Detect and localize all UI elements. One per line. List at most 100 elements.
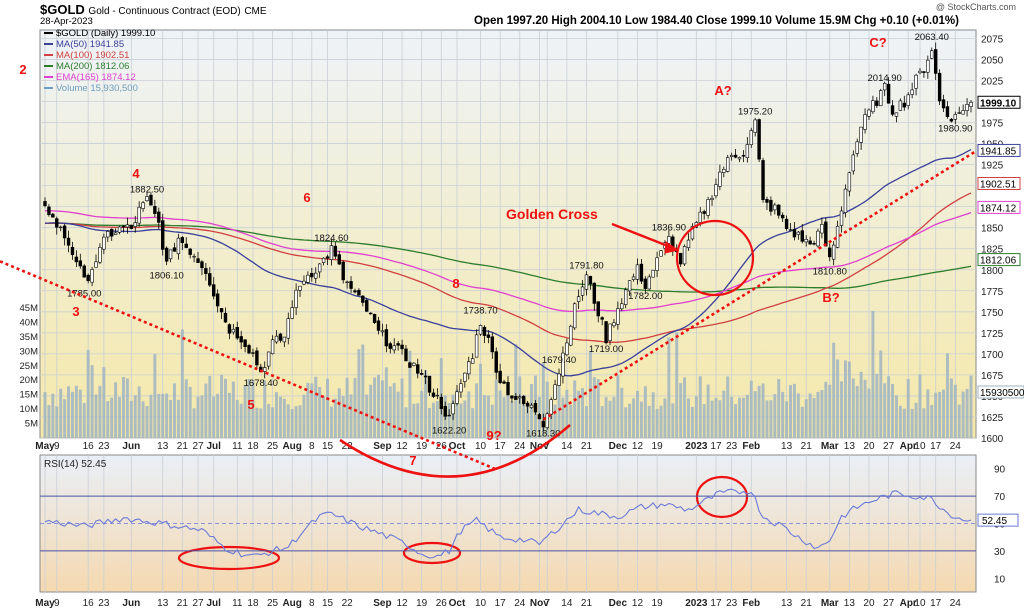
volume-bar bbox=[769, 400, 773, 438]
volume-bar bbox=[412, 403, 416, 438]
candle-body bbox=[902, 102, 906, 108]
candle-body bbox=[251, 352, 255, 354]
x-tick-label: Jul bbox=[206, 598, 221, 609]
price-tick-label: 1625 bbox=[981, 413, 1004, 424]
volume-bar bbox=[271, 407, 275, 438]
candle-body bbox=[737, 157, 742, 160]
price-tick-label: 1925 bbox=[981, 161, 1004, 172]
volume-bar bbox=[90, 365, 94, 438]
x-tick-label: May bbox=[35, 441, 55, 452]
x-tick-label: 26 bbox=[436, 441, 448, 452]
volume-bar bbox=[431, 402, 435, 438]
volume-bar bbox=[298, 405, 302, 438]
candle-body bbox=[278, 333, 283, 341]
volume-bar bbox=[455, 389, 459, 438]
wave-label: 7 bbox=[409, 453, 416, 468]
x-tick-label: 25 bbox=[267, 441, 279, 452]
volume-bar bbox=[910, 408, 914, 438]
volume-bar bbox=[883, 383, 887, 438]
volume-bar bbox=[569, 404, 573, 438]
candle-body bbox=[741, 155, 746, 157]
candle-body bbox=[412, 362, 416, 366]
volume-bar bbox=[643, 386, 647, 438]
candle-body bbox=[486, 334, 491, 338]
candle-body bbox=[392, 345, 396, 351]
candle-body bbox=[545, 413, 549, 429]
volume-bar bbox=[388, 386, 392, 438]
volume-bar bbox=[361, 344, 365, 438]
candle-body bbox=[145, 196, 149, 202]
volume-bar bbox=[118, 396, 122, 438]
volume-bar bbox=[153, 354, 157, 438]
volume-bar bbox=[808, 393, 812, 438]
volume-bar bbox=[702, 404, 706, 438]
volume-bar bbox=[565, 389, 569, 438]
candle-body bbox=[604, 321, 608, 344]
x-tick-label: 17 bbox=[495, 598, 507, 609]
candle-body bbox=[698, 211, 702, 223]
volume-bar bbox=[180, 329, 184, 438]
volume-bar bbox=[145, 405, 149, 438]
volume-bar bbox=[310, 383, 314, 438]
volume-bar bbox=[651, 392, 655, 438]
candle-body bbox=[380, 330, 385, 333]
volume-bar bbox=[620, 387, 624, 438]
wave-label: 6 bbox=[303, 190, 310, 205]
volume-bar bbox=[318, 386, 322, 438]
candle-body bbox=[690, 226, 695, 240]
price-tick-label: 1750 bbox=[981, 308, 1004, 319]
volume-bar bbox=[898, 405, 902, 438]
x-tick-label: 10 bbox=[475, 441, 487, 452]
candle-body bbox=[627, 280, 632, 292]
candle-body bbox=[161, 220, 165, 250]
candle-body bbox=[769, 199, 773, 212]
volume-bar bbox=[420, 390, 424, 438]
rsi-value-tag-box bbox=[977, 513, 1019, 527]
volume-bar bbox=[777, 379, 781, 438]
volume-bar bbox=[231, 381, 235, 438]
volume-bar bbox=[671, 403, 675, 438]
volume-tick-label: 10M bbox=[20, 404, 39, 415]
volume-bar bbox=[341, 396, 345, 438]
candle-body bbox=[172, 247, 177, 252]
candle-body bbox=[494, 351, 498, 373]
volume-bar bbox=[243, 384, 247, 438]
candle-body bbox=[624, 289, 628, 305]
volume-bar bbox=[698, 376, 702, 438]
candle-body bbox=[906, 94, 910, 106]
volume-bar bbox=[263, 380, 267, 438]
candle-body bbox=[643, 278, 648, 289]
volume-bar bbox=[730, 396, 734, 438]
price-point-label: 2063.40 bbox=[915, 32, 949, 43]
volume-bar bbox=[965, 388, 969, 438]
candle-body bbox=[196, 258, 200, 263]
candle-body bbox=[325, 256, 330, 259]
volume-bar bbox=[855, 385, 859, 438]
candle-body bbox=[435, 394, 440, 397]
x-tick-label: 7 bbox=[544, 598, 550, 609]
volume-bar bbox=[137, 386, 141, 438]
value-tag-label: 15930500 bbox=[980, 388, 1024, 399]
volume-bar bbox=[545, 381, 549, 438]
volume-bar bbox=[949, 378, 953, 438]
candle-body bbox=[569, 325, 573, 346]
candle-body bbox=[867, 109, 871, 117]
ma200-line bbox=[45, 222, 972, 293]
value-tag-label: 1941.85 bbox=[980, 146, 1017, 157]
candle-body bbox=[714, 184, 718, 197]
x-tick-label: 11 bbox=[232, 441, 243, 452]
candle-body bbox=[82, 265, 86, 278]
rsi-tick-label: 30 bbox=[994, 547, 1006, 558]
volume-bar bbox=[173, 383, 176, 438]
volume-tick-label: 15M bbox=[20, 390, 39, 401]
candle-body bbox=[306, 274, 310, 283]
candle-body bbox=[890, 105, 895, 115]
x-tick-label: 17 bbox=[710, 598, 722, 609]
x-tick-label: 23 bbox=[98, 598, 110, 609]
candle-body bbox=[474, 334, 479, 358]
volume-bar bbox=[184, 379, 188, 438]
wave-label: 3 bbox=[72, 304, 79, 319]
candle-body bbox=[871, 100, 875, 113]
x-tick-label: Apr bbox=[900, 441, 917, 452]
x-tick-label: Aug bbox=[282, 598, 301, 609]
